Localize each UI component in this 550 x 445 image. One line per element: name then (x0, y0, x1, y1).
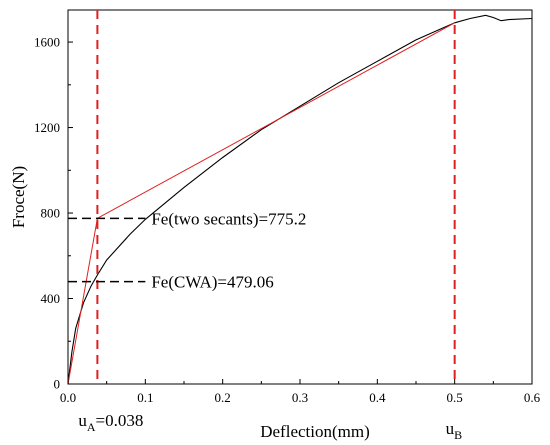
series-line-force (67, 14, 533, 385)
x-tick-label: 0.3 (292, 390, 308, 405)
y-tick-label: 1600 (34, 35, 60, 50)
x-tick-label: 0.0 (60, 390, 76, 405)
y-axis-title: Froce(N) (9, 166, 28, 228)
marker-label-ua: uA=0.038 (78, 411, 143, 434)
marker-label-ub-sub: B (454, 428, 462, 442)
x-tick-label: 0.2 (215, 390, 231, 405)
x-tick-label: 0.5 (447, 390, 463, 405)
marker-label-ua-value: =0.038 (96, 411, 144, 430)
x-tick-label: 0.1 (137, 390, 153, 405)
x-tick-label: 0.6 (524, 390, 541, 405)
series-line-secants (67, 22, 455, 385)
y-tick-label: 1200 (34, 120, 60, 135)
reference-markers (68, 10, 456, 384)
plot-frame (67, 9, 533, 385)
x-tick-label: 0.4 (369, 390, 386, 405)
marker-label-ub-main: u (446, 419, 455, 438)
marker-label-ub: uB (446, 419, 463, 442)
marker-label-ua-main: u (78, 411, 87, 430)
y-tick-label: 400 (41, 291, 61, 306)
annotation-two-secants: Fe(two secants)=775.2 (151, 209, 306, 228)
axis-ticks: 0.0 0.1 0.2 0.3 0.4 0.5 0.6 0 400 800 1200 1600 (34, 35, 541, 405)
y-tick-label: 800 (41, 206, 61, 221)
marker-label-ua-sub: A (87, 420, 96, 434)
annotation-cwa: Fe(CWA)=479.06 (151, 273, 273, 292)
y-tick-label: 0 (54, 377, 61, 392)
plot-lines (67, 14, 533, 385)
x-axis-title: Deflection(mm) (260, 422, 370, 441)
